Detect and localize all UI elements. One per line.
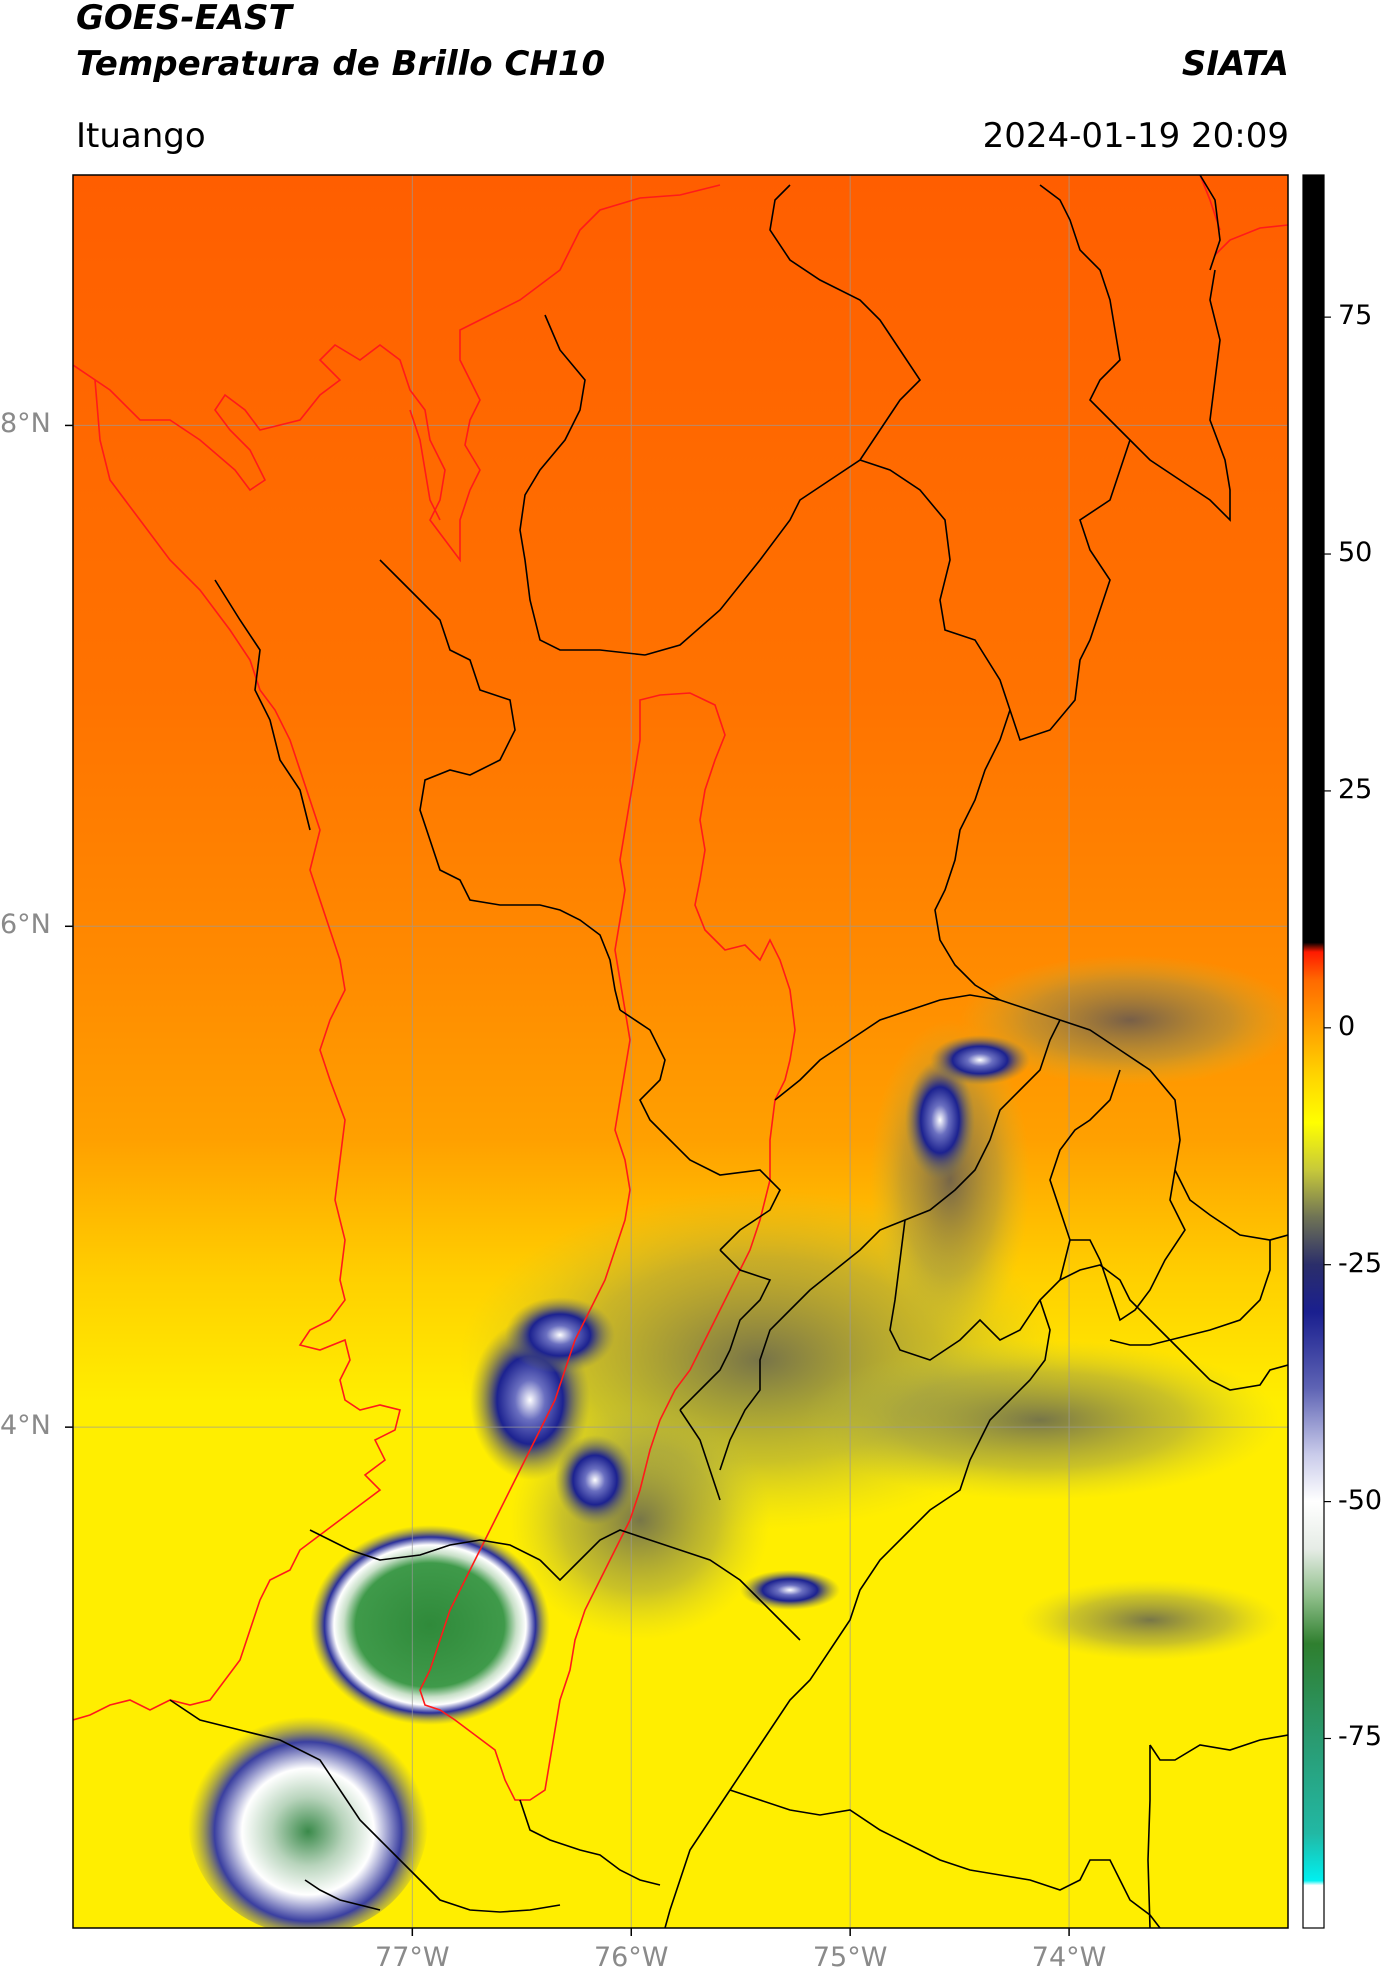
- colorbar-tick-label: 75: [1338, 300, 1373, 332]
- lat-tick-label: 8°N: [0, 408, 51, 440]
- boundary-cordoba-sucre: [644, 184, 922, 656]
- cold-cloud: [505, 1297, 615, 1373]
- boundary-casanare: [1109, 1240, 1271, 1346]
- boundary-valle-cauca: [519, 1799, 661, 1886]
- lat-tick-label: 4°N: [0, 1410, 51, 1442]
- boundary-caldas: [774, 994, 1288, 1241]
- boundary-cauca: [169, 1699, 561, 1913]
- boundary-cundinamarca: [889, 1069, 1121, 1361]
- boundary-magdalena-medio: [934, 709, 1011, 1001]
- convective-cell-white: [188, 1705, 428, 1928]
- colorbar-tick-label: 0: [1338, 1010, 1356, 1042]
- boundary-choco-antioquia: [379, 559, 621, 1011]
- colorbar-tick-label: -25: [1338, 1247, 1383, 1279]
- colorbar-tick-label: -50: [1338, 1484, 1383, 1516]
- boundary-antioquia-north: [519, 314, 646, 656]
- lon-tick-label: 77°W: [375, 1942, 450, 1973]
- lon-tick-label: 76°W: [593, 1942, 669, 1973]
- brand-label: SIATA: [1181, 44, 1289, 84]
- boundary-huila-south: [729, 1789, 1161, 1928]
- department-boundaries: [169, 175, 1288, 1928]
- boundary-meta-cundinamarca: [1059, 1264, 1288, 1391]
- map-frame: [72, 174, 1289, 1929]
- cloud-haze: [960, 955, 1288, 1085]
- boundary-meta-guaviare: [1147, 1745, 1151, 1928]
- cold-cloud: [740, 1570, 840, 1610]
- title-line-2: Temperatura de Brillo CH10: [76, 44, 606, 84]
- boundary-boyaca-east: [1070, 1169, 1186, 1322]
- colorbar-scale: [1303, 175, 1324, 1928]
- boundary-choco-west: [214, 579, 311, 831]
- title-line-1: GOES-EAST: [76, 0, 292, 38]
- boundary-valle-tolima: [539, 1529, 801, 1641]
- map-panel: [73, 175, 1288, 1928]
- coastline: [73, 175, 1288, 1801]
- caribbean-coast: [73, 184, 721, 563]
- cold-cloud: [555, 1435, 635, 1525]
- boundary-caribbean-east: [1199, 175, 1221, 271]
- boundary-quindio: [679, 1409, 721, 1501]
- boundary-meta-south: [1149, 1734, 1288, 1761]
- boundary-cauca-west: [304, 1879, 381, 1911]
- coast-northeast: [1214, 224, 1288, 256]
- colorbar-tick-label: 50: [1338, 537, 1373, 569]
- cold-cloud: [930, 1035, 1030, 1085]
- colorbar-frame: [1302, 174, 1325, 1929]
- cloud-haze: [1020, 1580, 1280, 1660]
- boundary-santander: [1129, 269, 1231, 522]
- axis-ticks: [65, 424, 1070, 1936]
- lon-tick-label: 75°W: [812, 1942, 888, 1973]
- colorbar: [1302, 174, 1331, 1929]
- coast-northeast-2: [1199, 175, 1221, 231]
- boundary-valle-choco: [309, 1529, 541, 1561]
- boundary-tolima-huila: [664, 1529, 911, 1928]
- colorbar-tick-label: -75: [1338, 1721, 1383, 1753]
- boundary-eje-cafetero: [619, 1009, 781, 1251]
- datetime-label: 2024-01-19 20:09: [982, 116, 1289, 156]
- location-label: Ituango: [76, 116, 206, 156]
- cloud-haze: [800, 1340, 1280, 1500]
- boundary-tolima-north: [719, 1019, 1061, 1471]
- convective-cell-green: [310, 1525, 550, 1725]
- colorbar-tick-label: 25: [1338, 773, 1373, 805]
- pacific-coast: [73, 379, 401, 1721]
- boundary-bolivar: [859, 184, 1131, 742]
- river-basin: [419, 692, 796, 1801]
- gridlines: [73, 175, 1288, 1928]
- lon-tick-label: 74°W: [1031, 1942, 1107, 1973]
- boundary-risaralda: [679, 1249, 772, 1411]
- lat-tick-label: 6°N: [0, 909, 51, 941]
- cold-cloud: [905, 1060, 975, 1180]
- boundary-meta-north: [909, 1299, 1051, 1531]
- gulf-of-uraba: [409, 409, 441, 521]
